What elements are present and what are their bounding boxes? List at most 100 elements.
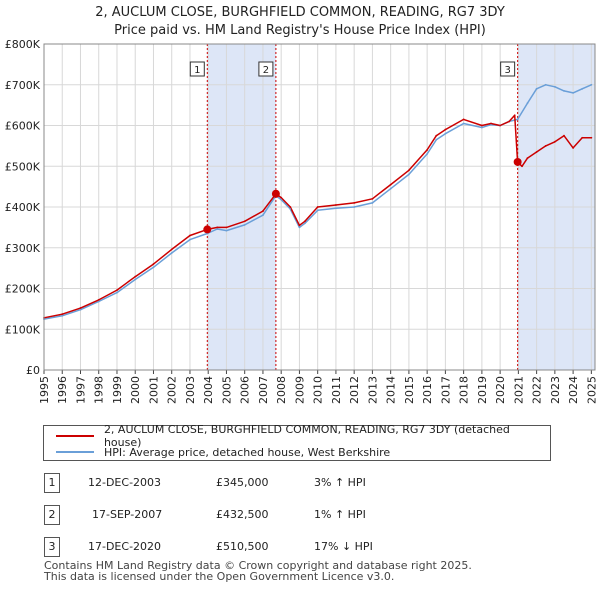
- data-point-hpi: [61, 314, 64, 317]
- series-line-property: [43, 114, 592, 319]
- transaction-hpi-diff: 17% ↓ HPI: [314, 540, 373, 553]
- x-tick-label: 2018: [458, 376, 471, 404]
- y-tick-label: £200K: [5, 283, 41, 296]
- data-point-hpi: [170, 252, 173, 254]
- data-point-hpi: [426, 153, 429, 155]
- data-point-property: [462, 118, 465, 121]
- data-point-property: [289, 206, 292, 208]
- transaction-row: 1 12-DEC-2003 £345,000 3% ↑ HPI: [44, 473, 554, 495]
- transaction-number: 3: [44, 537, 60, 557]
- data-point-property: [426, 149, 429, 151]
- legend-item-hpi: HPI: Average price, detached house, West…: [56, 444, 390, 460]
- data-point-property: [513, 114, 516, 117]
- x-tick-label: 2008: [275, 376, 288, 404]
- data-point-property: [499, 124, 502, 127]
- data-point-property: [389, 183, 392, 186]
- data-point-hpi: [189, 238, 191, 241]
- transaction-price: £432,500: [216, 508, 269, 521]
- transaction-price: £345,000: [216, 476, 269, 489]
- x-tick-label: 2024: [567, 376, 580, 404]
- x-tick-label: 2004: [202, 376, 215, 404]
- sale-point: [513, 157, 522, 166]
- data-point-property: [304, 220, 306, 223]
- data-point-property: [435, 134, 438, 137]
- data-point-property: [444, 128, 447, 131]
- x-tick-label: 1999: [111, 376, 124, 404]
- transaction-number: 1: [44, 473, 60, 493]
- y-tick-label: £100K: [5, 323, 41, 336]
- data-point-hpi: [572, 92, 575, 94]
- data-point-hpi: [79, 308, 82, 311]
- transaction-date: 12-DEC-2003: [88, 476, 162, 489]
- data-point-hpi: [371, 202, 374, 204]
- transaction-row: 2 17-SEP-2007 £432,500 1% ↑ HPI: [44, 505, 554, 527]
- data-point-property: [79, 307, 82, 309]
- data-point-hpi: [289, 208, 292, 210]
- x-tick-label: 2017: [439, 376, 452, 404]
- legend-swatch-property: [56, 435, 94, 437]
- data-point-hpi: [590, 83, 593, 86]
- data-point-property: [490, 122, 492, 125]
- data-point-hpi: [553, 85, 556, 88]
- sale-point: [271, 189, 280, 198]
- x-tick-label: 2012: [348, 376, 361, 404]
- data-point-hpi: [304, 222, 306, 225]
- data-point-hpi: [408, 173, 410, 176]
- data-point-hpi: [526, 102, 529, 104]
- y-tick-label: £300K: [5, 242, 41, 255]
- x-tick-label: 2025: [585, 376, 598, 404]
- data-point-property: [521, 165, 523, 168]
- x-tick-label: 2005: [220, 376, 233, 404]
- x-tick-label: 2022: [531, 376, 544, 404]
- data-point-hpi: [316, 209, 319, 212]
- sale-point: [203, 225, 212, 234]
- data-point-property: [581, 136, 584, 139]
- x-tick-label: 2001: [147, 376, 160, 404]
- x-tick-label: 2015: [403, 376, 416, 404]
- sale-marker-box: [189, 61, 205, 77]
- data-point-property: [243, 220, 246, 223]
- y-tick-label: £400K: [5, 201, 41, 214]
- transaction-hpi-diff: 3% ↑ HPI: [314, 476, 366, 489]
- transaction-hpi-diff: 1% ↑ HPI: [314, 508, 366, 521]
- data-point-property: [216, 226, 219, 229]
- legend-label-hpi: HPI: Average price, detached house, West…: [104, 445, 391, 459]
- data-point-hpi: [152, 266, 155, 269]
- x-tick-label: 2002: [166, 376, 179, 404]
- data-point-property: [544, 144, 547, 147]
- plot-frame: [43, 43, 596, 371]
- data-point-property: [152, 263, 155, 265]
- sale-marker-box: [258, 61, 274, 77]
- data-point-hpi: [444, 132, 447, 135]
- data-point-hpi: [563, 89, 565, 92]
- data-point-property: [563, 134, 565, 137]
- y-tick-label: £800K: [5, 38, 41, 51]
- sale-marker-label: 3: [504, 65, 510, 76]
- data-point-property: [116, 289, 118, 292]
- x-tick-label: 1997: [74, 376, 87, 404]
- sale-marker-label: 1: [194, 65, 200, 76]
- price-chart: 1 2 3 £0 £100K £200K £300K £400K £500K £600K £700…: [5, 38, 599, 404]
- y-tick-label: £700K: [5, 79, 41, 92]
- data-point-hpi: [298, 226, 301, 229]
- data-point-hpi: [225, 229, 228, 232]
- data-point-property: [526, 157, 529, 160]
- data-point-hpi: [134, 278, 137, 281]
- sale-marker-box: [500, 61, 516, 77]
- data-point-hpi: [516, 118, 519, 121]
- data-point-hpi: [462, 122, 465, 125]
- data-point-hpi: [353, 206, 356, 208]
- data-point-property: [170, 248, 173, 251]
- footer: Contains HM Land Registry data © Crown c…: [44, 560, 472, 582]
- data-point-hpi: [535, 87, 538, 90]
- data-point-property: [353, 202, 356, 204]
- data-point-property: [134, 275, 137, 278]
- x-tick-label: 2014: [385, 376, 398, 404]
- x-tick-label: 2010: [312, 376, 325, 404]
- data-point-hpi: [116, 291, 118, 294]
- x-tick-label: 1995: [38, 376, 51, 404]
- data-point-hpi: [216, 228, 219, 230]
- x-tick-label: 2016: [421, 376, 434, 404]
- data-point-property: [535, 151, 538, 153]
- transaction-date: 17-SEP-2007: [92, 508, 163, 521]
